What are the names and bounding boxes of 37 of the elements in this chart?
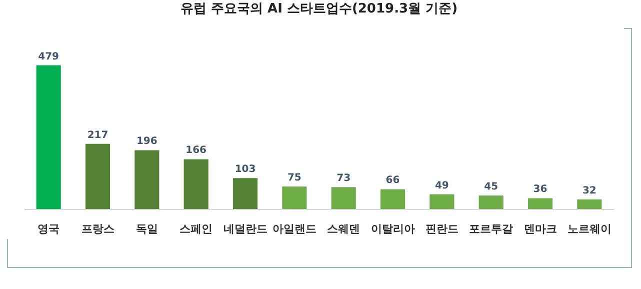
x-tick-label: 스페인 [180,222,213,236]
x-tick-label: 덴마크 [524,222,557,236]
data-label: 36 [533,184,548,196]
bar [85,144,110,209]
bar [184,159,208,209]
data-label: 66 [386,175,400,186]
x-tick-label: 프랑스 [81,222,114,236]
bar [528,198,553,209]
x-tick-label: 이탈리아 [370,222,415,236]
x-tick-label: 영국 [38,222,60,236]
data-label: 45 [484,182,498,192]
bar [232,178,258,209]
data-label: 196 [136,136,158,148]
bar [282,186,307,209]
data-label: 32 [582,185,596,196]
bar [134,150,160,209]
bar [331,187,356,209]
x-tick-label: 핀란드 [425,222,458,236]
bar [577,199,602,209]
chart-title: 유럽 주요국의 AI 스타트업수(2019.3월 기준) [180,1,458,16]
data-label: 75 [287,172,302,184]
x-tick-label: 노르웨이 [567,222,612,236]
data-label: 217 [87,130,108,141]
data-label: 73 [336,173,351,184]
bar [36,65,61,209]
bar [430,194,454,209]
bar [478,196,504,209]
x-tick-label: 네덜란드 [223,222,268,236]
x-tick-label: 스웨덴 [327,222,360,236]
x-tick-label: 아일랜드 [272,222,316,236]
bar [380,189,406,209]
data-label: 103 [234,164,256,176]
data-label: 479 [38,51,60,62]
x-tick-label: 포르투갈 [469,222,514,236]
x-tick-label: 독일 [136,222,158,236]
data-label: 49 [434,180,449,192]
data-label: 166 [186,145,207,156]
